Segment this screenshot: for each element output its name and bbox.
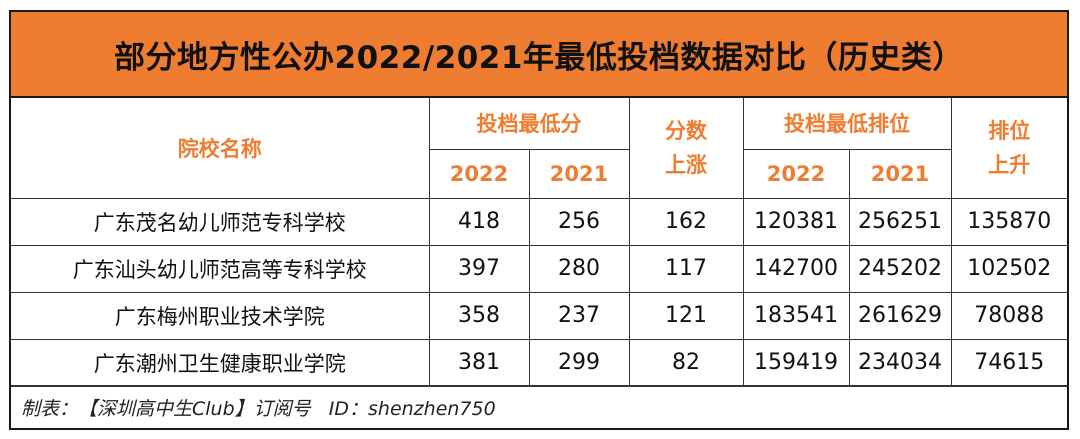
score-2022-cell: 397 bbox=[428, 244, 530, 293]
score-rise-cell: 82 bbox=[628, 338, 744, 387]
rank-2022-cell: 183541 bbox=[742, 291, 850, 340]
comparison-table: 院校名称 投档最低分 分数 上涨 投档最低排位 排位 上升 2022 2021 … bbox=[11, 98, 1067, 387]
header-rank-rise-line2: 上升 bbox=[988, 152, 1031, 177]
rank-2022-cell: 142700 bbox=[742, 244, 850, 293]
header-row-years: 2022 2021 2022 2021 bbox=[11, 148, 1067, 199]
rank-rise-cell: 78088 bbox=[950, 291, 1067, 340]
table-title: 部分地方性公办2022/2021年最低投档数据对比（历史类） bbox=[11, 12, 1067, 98]
table-row: 广东潮州卫生健康职业学院 381 299 82 159419 234034 74… bbox=[11, 338, 1067, 387]
score-2021-cell: 256 bbox=[528, 197, 630, 246]
school-name-cell: 广东汕头幼儿师范高等专科学校 bbox=[11, 244, 430, 293]
header-score-rise: 分数 上涨 bbox=[628, 98, 744, 199]
score-2021-cell: 280 bbox=[528, 244, 630, 293]
table-row: 广东茂名幼儿师范专科学校 418 256 162 120381 256251 1… bbox=[11, 197, 1067, 246]
header-rank-2022: 2022 bbox=[742, 148, 850, 199]
header-row-top: 院校名称 投档最低分 分数 上涨 投档最低排位 排位 上升 bbox=[11, 98, 1067, 199]
rank-rise-cell: 74615 bbox=[950, 338, 1067, 387]
score-2021-cell: 237 bbox=[528, 291, 630, 340]
rank-2021-cell: 234034 bbox=[848, 338, 952, 387]
header-rank-2021: 2021 bbox=[848, 148, 951, 199]
table-footer: 制表：【深圳高中生Club】订阅号 ID：shenzhen750 bbox=[11, 385, 1067, 428]
header-rank-rise: 排位 上升 bbox=[950, 98, 1067, 199]
score-rise-cell: 121 bbox=[628, 291, 744, 340]
rank-2021-cell: 261629 bbox=[848, 291, 952, 340]
rank-2022-cell: 120381 bbox=[742, 197, 850, 246]
data-table-card: 部分地方性公办2022/2021年最低投档数据对比（历史类） 院校名称 投档最低… bbox=[9, 10, 1069, 430]
school-name-cell: 广东潮州卫生健康职业学院 bbox=[11, 338, 430, 387]
rank-rise-cell: 135870 bbox=[950, 197, 1067, 246]
header-rank-rise-line1: 排位 bbox=[988, 118, 1031, 143]
school-name-cell: 广东梅州职业技术学院 bbox=[11, 291, 430, 340]
score-rise-cell: 117 bbox=[628, 244, 744, 293]
school-name-cell: 广东茂名幼儿师范专科学校 bbox=[11, 197, 430, 246]
rank-rise-cell: 102502 bbox=[950, 244, 1067, 293]
score-2022-cell: 381 bbox=[428, 338, 530, 387]
footer-credit: 制表：【深圳高中生Club】订阅号 ID：shenzhen750 bbox=[21, 397, 496, 420]
header-school-name: 院校名称 bbox=[11, 98, 430, 199]
score-2021-cell: 299 bbox=[528, 338, 630, 387]
header-score-2021: 2021 bbox=[528, 148, 630, 199]
header-min-rank-group: 投档最低排位 bbox=[742, 98, 952, 150]
rank-2021-cell: 245202 bbox=[848, 244, 952, 293]
table-row: 广东梅州职业技术学院 358 237 121 183541 261629 780… bbox=[11, 291, 1067, 340]
table-row: 广东汕头幼儿师范高等专科学校 397 280 117 142700 245202… bbox=[11, 244, 1067, 293]
header-score-rise-line2: 上涨 bbox=[665, 152, 707, 177]
rank-2021-cell: 256251 bbox=[848, 197, 952, 246]
rank-2022-cell: 159419 bbox=[742, 338, 850, 387]
header-score-2022: 2022 bbox=[429, 148, 530, 199]
header-min-score-group: 投档最低分 bbox=[428, 98, 630, 150]
score-rise-cell: 162 bbox=[628, 197, 744, 246]
score-2022-cell: 358 bbox=[428, 291, 530, 340]
score-2022-cell: 418 bbox=[428, 197, 530, 246]
header-score-rise-line1: 分数 bbox=[665, 118, 707, 143]
